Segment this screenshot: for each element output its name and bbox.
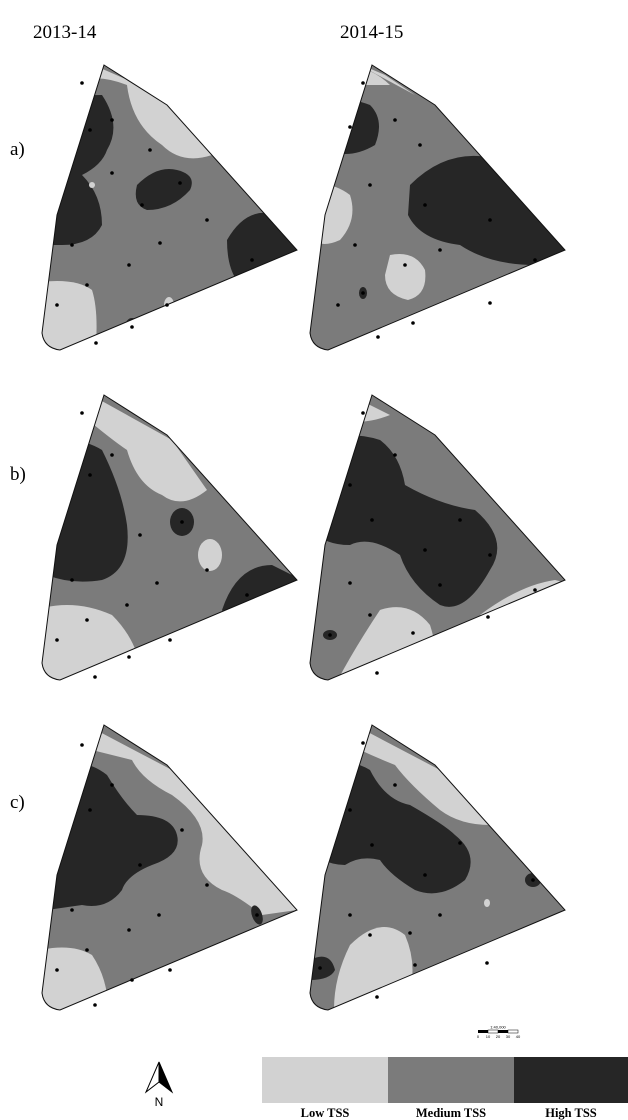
- map-panel-a-2014-15: [309, 64, 566, 351]
- scale-bar: 1:40,000 0 10 20 30 40: [477, 1025, 521, 1040]
- map-panel-b-2013-14: [41, 394, 298, 681]
- scale-tick-40: 40: [516, 1034, 521, 1039]
- legend-label-high: High TSS: [545, 1106, 597, 1120]
- map-panel-c-2014-15: [309, 724, 566, 1011]
- legend: Low TSS Medium TSS High TSS: [262, 1057, 628, 1120]
- north-arrow-label: N: [155, 1095, 164, 1109]
- map-panel-c-2013-14: [41, 724, 298, 1011]
- row-label-a: a): [10, 139, 25, 160]
- row-label-b: b): [10, 464, 26, 485]
- column-title-2013-14: 2013-14: [33, 22, 97, 43]
- legend-swatch-high: [514, 1057, 628, 1103]
- scale-tick-10: 10: [486, 1034, 491, 1039]
- legend-swatch-medium: [388, 1057, 514, 1103]
- scale-tick-20: 20: [496, 1034, 501, 1039]
- legend-label-medium: Medium TSS: [416, 1106, 486, 1120]
- legend-swatch-low: [262, 1057, 388, 1103]
- scale-tick-0: 0: [477, 1034, 480, 1039]
- legend-label-low: Low TSS: [301, 1106, 350, 1120]
- scale-bar-title: 1:40,000: [490, 1025, 506, 1030]
- map-panel-b-2014-15: [309, 394, 566, 681]
- column-title-2014-15: 2014-15: [340, 22, 403, 43]
- map-panel-a-2013-14: [41, 64, 298, 351]
- north-arrow-icon: N: [144, 1061, 174, 1109]
- row-label-c: c): [10, 792, 25, 813]
- scale-tick-30: 30: [506, 1034, 511, 1039]
